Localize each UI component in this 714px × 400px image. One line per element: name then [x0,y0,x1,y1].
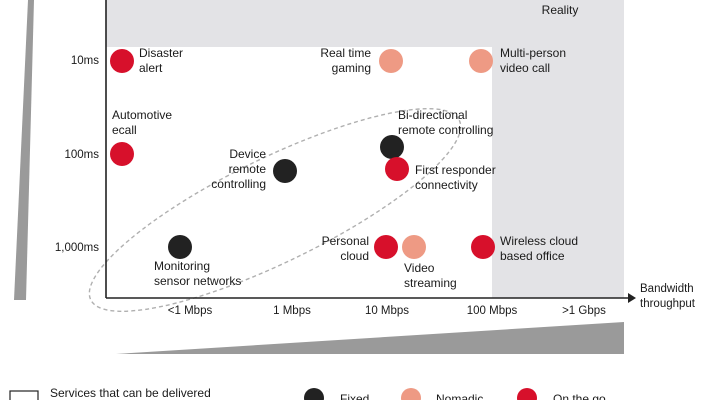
legend-box-label: Services that can be delivered [50,386,211,400]
point-label-video-streaming: Video streaming [404,261,457,290]
legend-swatch-on-the-go [517,388,537,400]
legend-swatch-fixed [304,388,324,400]
bandwidth-wedge [116,322,624,354]
point-label-first-responder-connectivity: First responder connectivity [415,163,496,192]
right-shaded-region [492,0,624,298]
point-device-remote-controlling [273,159,297,183]
y-tick-label-0: 10ms [71,55,99,67]
top-region-label: VirtualReality [542,0,579,17]
point-first-responder-connectivity [385,157,409,181]
point-label-bi-directional-remote-controlling: Bi-directional remote controlling [398,108,493,137]
point-label-real-time-gaming: Real time gaming [320,46,371,75]
x-tick-label-3: 100 Mbps [467,305,518,317]
y-tick-label-2: 1,000ms [55,242,99,254]
x-axis-arrow [628,293,636,303]
x-tick-label-4: >1 Gbps [562,305,606,317]
point-label-automotive-ecall: Automotive ecall [112,108,172,137]
y-tick-label-1: 100ms [64,149,99,161]
point-label-multi-person-video-call: Multi-person video call [500,46,566,75]
point-personal-cloud [374,235,398,259]
point-bi-directional-remote-controlling [380,135,404,159]
point-disaster-alert [110,49,134,73]
point-video-streaming [402,235,426,259]
x-tick-label-1: 1 Mbps [273,305,311,317]
latency-wedge [14,0,34,300]
legend-label-on-the-go: On the go [553,392,606,400]
fixed-services-grouping [88,108,462,312]
point-monitoring-sensor-networks [168,235,192,259]
point-label-monitoring-sensor-networks: Monitoring sensor networks [154,259,241,288]
x-tick-label-0: <1 Mbps [168,305,213,317]
legend-box-swatch [9,390,39,400]
x-axis-label: Bandwidth throughput [640,283,696,310]
point-automotive-ecall [110,142,134,166]
x-tick-label-2: 10 Mbps [365,305,409,317]
point-label-device-remote-controlling: Device remote controlling [211,147,266,191]
point-label-wireless-cloud-based-office: Wireless cloud based office [500,234,578,263]
legend-label-fixed: Fixed [340,392,369,400]
legend-label-nomadic: Nomadic [436,392,483,400]
point-label-personal-cloud: Personal cloud [322,234,369,263]
legend-swatch-nomadic [401,388,421,400]
point-real-time-gaming [379,49,403,73]
point-label-disaster-alert: Disaster alert [139,46,183,75]
point-multi-person-video-call [469,49,493,73]
point-wireless-cloud-based-office [471,235,495,259]
